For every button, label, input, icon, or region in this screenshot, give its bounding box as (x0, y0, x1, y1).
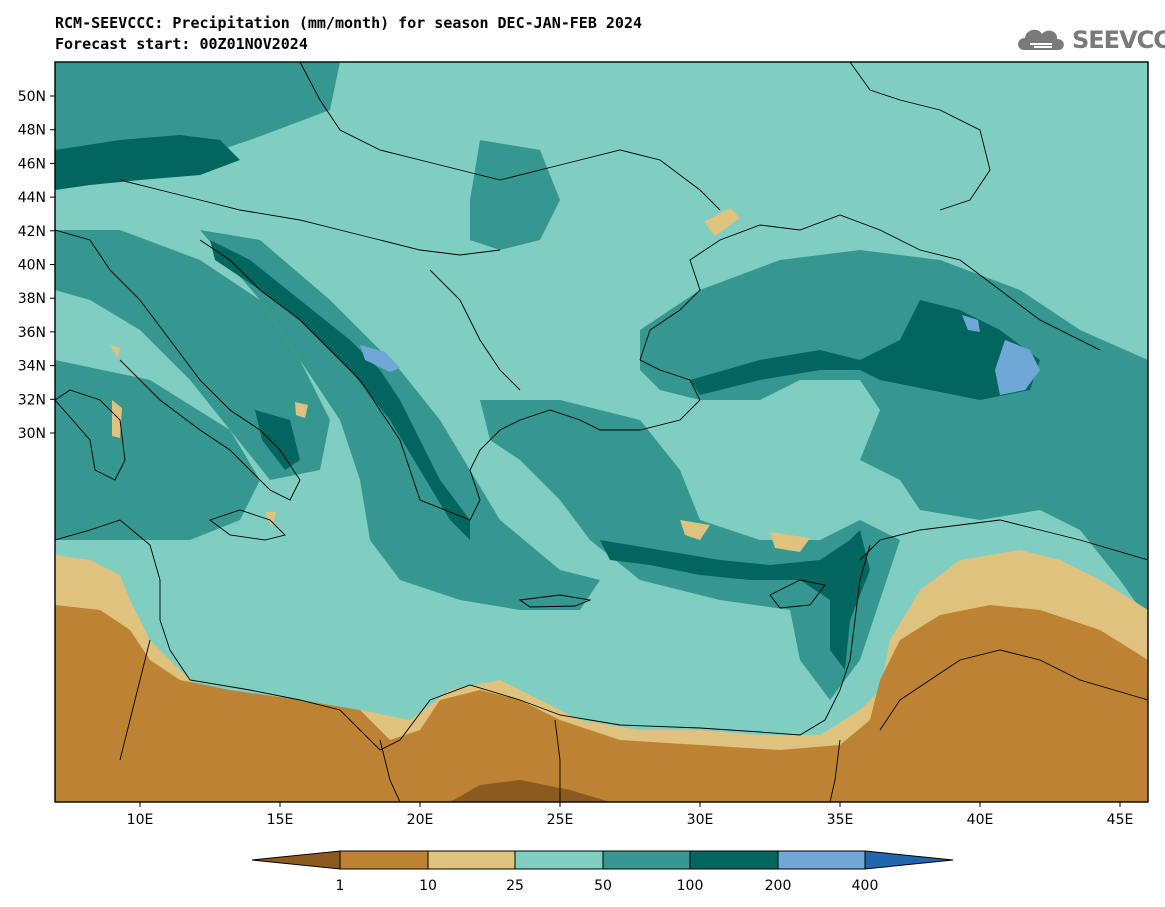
lon-tick-label: 45E (1107, 812, 1134, 828)
colorbar-label: 25 (506, 878, 524, 894)
lat-tick-label: 48N (18, 123, 46, 139)
colorbar-label: 1 (336, 878, 345, 894)
lat-tick-label: 40N (18, 258, 46, 274)
lon-tick-label: 15E (267, 812, 294, 828)
colorbar-10-25 (427, 850, 516, 870)
colorbar-label: 400 (852, 878, 879, 894)
lat-tick-label: 38N (18, 291, 46, 307)
lat-tick-label: 44N (18, 190, 46, 206)
cloud-icon (1018, 29, 1064, 50)
lat-tick-label: 42N (18, 224, 46, 240)
lon-tick-label: 20E (407, 812, 434, 828)
lon-tick-label: 35E (827, 812, 854, 828)
lat-tick-label: 50N (18, 89, 46, 105)
colorbar-25-50 (514, 850, 604, 870)
colorbar-label: 10 (419, 878, 437, 894)
colorbar-lt1 (251, 850, 341, 870)
longitude-axis: 10E 15E 20E 25E 30E 35E 40E 45E (127, 802, 1134, 828)
lat-tick-label: 36N (18, 325, 46, 341)
coastlines-borders (55, 62, 1148, 802)
latitude-axis: 50N 48N 46N 44N 42N 40N 38N 36N 34N 32N 30N (18, 89, 55, 442)
colorbar-100-200 (689, 850, 779, 870)
colorbar-1-10 (339, 850, 429, 870)
lon-tick-label: 30E (687, 812, 714, 828)
band-1-10 (55, 605, 1148, 802)
logo-text: SEEVCCC (1072, 26, 1165, 54)
lat-tick-label: 34N (18, 359, 46, 375)
lon-tick-label: 10E (127, 812, 154, 828)
lon-tick-label: 40E (967, 812, 994, 828)
lat-tick-label: 32N (18, 392, 46, 408)
colorbar-label: 100 (677, 878, 704, 894)
colorbar-50-100 (602, 850, 691, 870)
colorbar: 1 10 25 50 100 200 400 (251, 850, 954, 894)
lon-tick-label: 25E (547, 812, 574, 828)
colorbar-label: 50 (594, 878, 612, 894)
map-field (55, 62, 1148, 802)
map-frame (54, 61, 1149, 803)
lat-tick-label: 46N (18, 156, 46, 172)
forecast-start: Forecast start: 00Z01NOV2024 (55, 35, 308, 53)
colorbar-gt400 (864, 850, 954, 870)
map-title: RCM-SEEVCCC: Precipitation (mm/month) fo… (55, 14, 642, 32)
band-200-400 (360, 315, 1040, 395)
lat-tick-label: 30N (18, 426, 46, 442)
seevccc-logo: SEEVCCC (1016, 20, 1165, 58)
band-lt1 (450, 780, 610, 802)
colorbar-200-400 (777, 850, 866, 870)
colorbar-label: 200 (765, 878, 792, 894)
